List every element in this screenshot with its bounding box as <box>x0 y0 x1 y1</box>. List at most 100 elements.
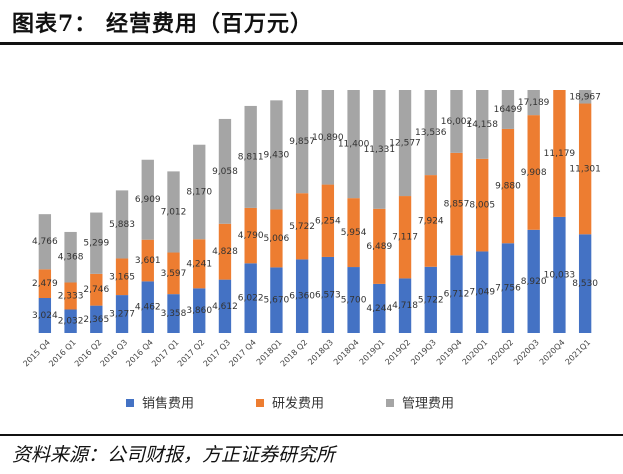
bar-segment <box>141 239 154 282</box>
bar-segment <box>244 105 257 208</box>
bar-segment <box>270 100 283 210</box>
bar-segment <box>38 269 52 299</box>
bar-segment <box>347 90 360 199</box>
data-label: 11,179 <box>544 149 576 159</box>
bar-segment <box>115 190 129 259</box>
data-label: 8,530 <box>572 279 598 289</box>
data-label: 7,756 <box>495 284 521 294</box>
data-label: 17,189 <box>518 98 550 108</box>
data-label: 6,573 <box>315 290 341 300</box>
data-label: 5,722 <box>289 222 315 232</box>
legend-label: 研发费用 <box>272 396 324 412</box>
x-tick-label: 2017 Q3 <box>202 338 233 369</box>
bar-segment <box>167 171 180 253</box>
bar-segment <box>501 128 515 244</box>
bar-segment <box>450 152 463 256</box>
x-tick-label: 2016 Q2 <box>73 338 104 369</box>
bar-segment <box>90 305 103 333</box>
bar-segment <box>424 175 437 267</box>
data-label: 5,700 <box>341 296 367 306</box>
x-tick-label: 2019Q2 <box>383 338 412 367</box>
x-tick-label: 2016 Q1 <box>47 338 78 369</box>
bar-segment <box>398 278 412 333</box>
bar-segment <box>398 196 412 279</box>
data-label: 4,368 <box>58 253 84 263</box>
bar-segment <box>553 90 566 217</box>
data-label: 6,489 <box>366 242 392 252</box>
plot <box>38 90 592 333</box>
rule <box>0 434 623 436</box>
bar-segment <box>321 184 335 257</box>
legend-swatch <box>256 399 264 407</box>
data-label: 4,241 <box>186 259 212 269</box>
bar-segment <box>218 118 232 224</box>
bar-segment <box>527 115 540 230</box>
data-label: 10,033 <box>544 270 576 280</box>
data-label: 5,006 <box>264 234 290 244</box>
x-tick-label: 2015 Q4 <box>21 338 52 369</box>
bar-segment <box>321 256 335 333</box>
data-label: 4,718 <box>392 301 418 311</box>
data-label: 8,811 <box>238 152 264 162</box>
data-label: 18,967 <box>569 92 601 102</box>
x-tick-label: 2021Q1 <box>564 338 593 367</box>
data-label: 12,577 <box>389 139 421 149</box>
bar-segment <box>218 279 232 333</box>
x-tick-label: 2017 Q1 <box>150 338 181 369</box>
data-label: 3,165 <box>109 272 135 282</box>
bar-segment <box>64 309 77 333</box>
x-tick-label: 2020Q1 <box>461 338 490 367</box>
data-label: 8,857 <box>444 200 470 210</box>
data-label: 7,117 <box>392 233 418 243</box>
data-label: 2,365 <box>83 315 109 325</box>
chart: 3,024 2,479 4,766 2015 Q4 2,032 2,333 4,368 201… <box>21 90 601 412</box>
data-label: 3,277 <box>109 310 135 320</box>
x-tick-label: 2020Q4 <box>538 338 567 367</box>
bar-segment <box>424 266 437 333</box>
data-label: 6,909 <box>135 195 161 205</box>
data-label: 8,005 <box>469 201 495 211</box>
x-tick-label: 2019Q3 <box>409 338 438 367</box>
x-tick-label: 2020Q2 <box>486 338 515 367</box>
x-tick-label: 2018 Q2 <box>279 338 310 369</box>
data-label: 3,358 <box>161 309 187 319</box>
bar-segment <box>527 229 540 333</box>
data-label: 4,244 <box>366 304 392 314</box>
bar-segment <box>244 263 257 333</box>
x-tick-label: 2019Q4 <box>435 338 464 367</box>
data-label: 16,002 <box>441 117 473 127</box>
bar-segment <box>476 90 489 159</box>
data-label: 13,536 <box>415 128 447 138</box>
data-label: 11,400 <box>338 140 370 150</box>
bar-segment <box>295 259 309 333</box>
legend-label: 销售费用 <box>142 396 194 412</box>
legend-swatch <box>126 399 134 407</box>
data-label: 2,333 <box>58 291 84 301</box>
data-label: 4,462 <box>135 303 161 313</box>
x-tick-label: 2019Q1 <box>358 338 387 367</box>
bar-segment <box>347 267 360 333</box>
data-label: 9,430 <box>264 150 290 160</box>
data-label: 4,790 <box>238 231 264 241</box>
bar-segment <box>270 267 283 333</box>
x-tick-label: 2018Q4 <box>332 338 361 367</box>
data-label: 3,601 <box>135 256 161 266</box>
bar-segment <box>501 90 515 129</box>
data-label: 5,670 <box>264 296 290 306</box>
bar-segment <box>373 208 386 284</box>
data-label: 7,049 <box>469 288 495 298</box>
bar-segment <box>38 298 52 333</box>
data-label: 9,880 <box>495 182 521 192</box>
bar-segment <box>424 90 437 176</box>
bar-segment <box>476 158 489 252</box>
page-title: 图表7： 经营费用（百万元） <box>12 11 313 37</box>
bar-segment <box>578 90 592 104</box>
data-label: 5,954 <box>341 228 367 238</box>
bar-segment <box>244 207 257 264</box>
data-label: 11,301 <box>569 164 601 174</box>
bar-segment <box>373 90 386 209</box>
data-label: 9,058 <box>212 167 238 177</box>
bar-segment <box>38 214 52 270</box>
data-label: 9,857 <box>289 137 315 147</box>
